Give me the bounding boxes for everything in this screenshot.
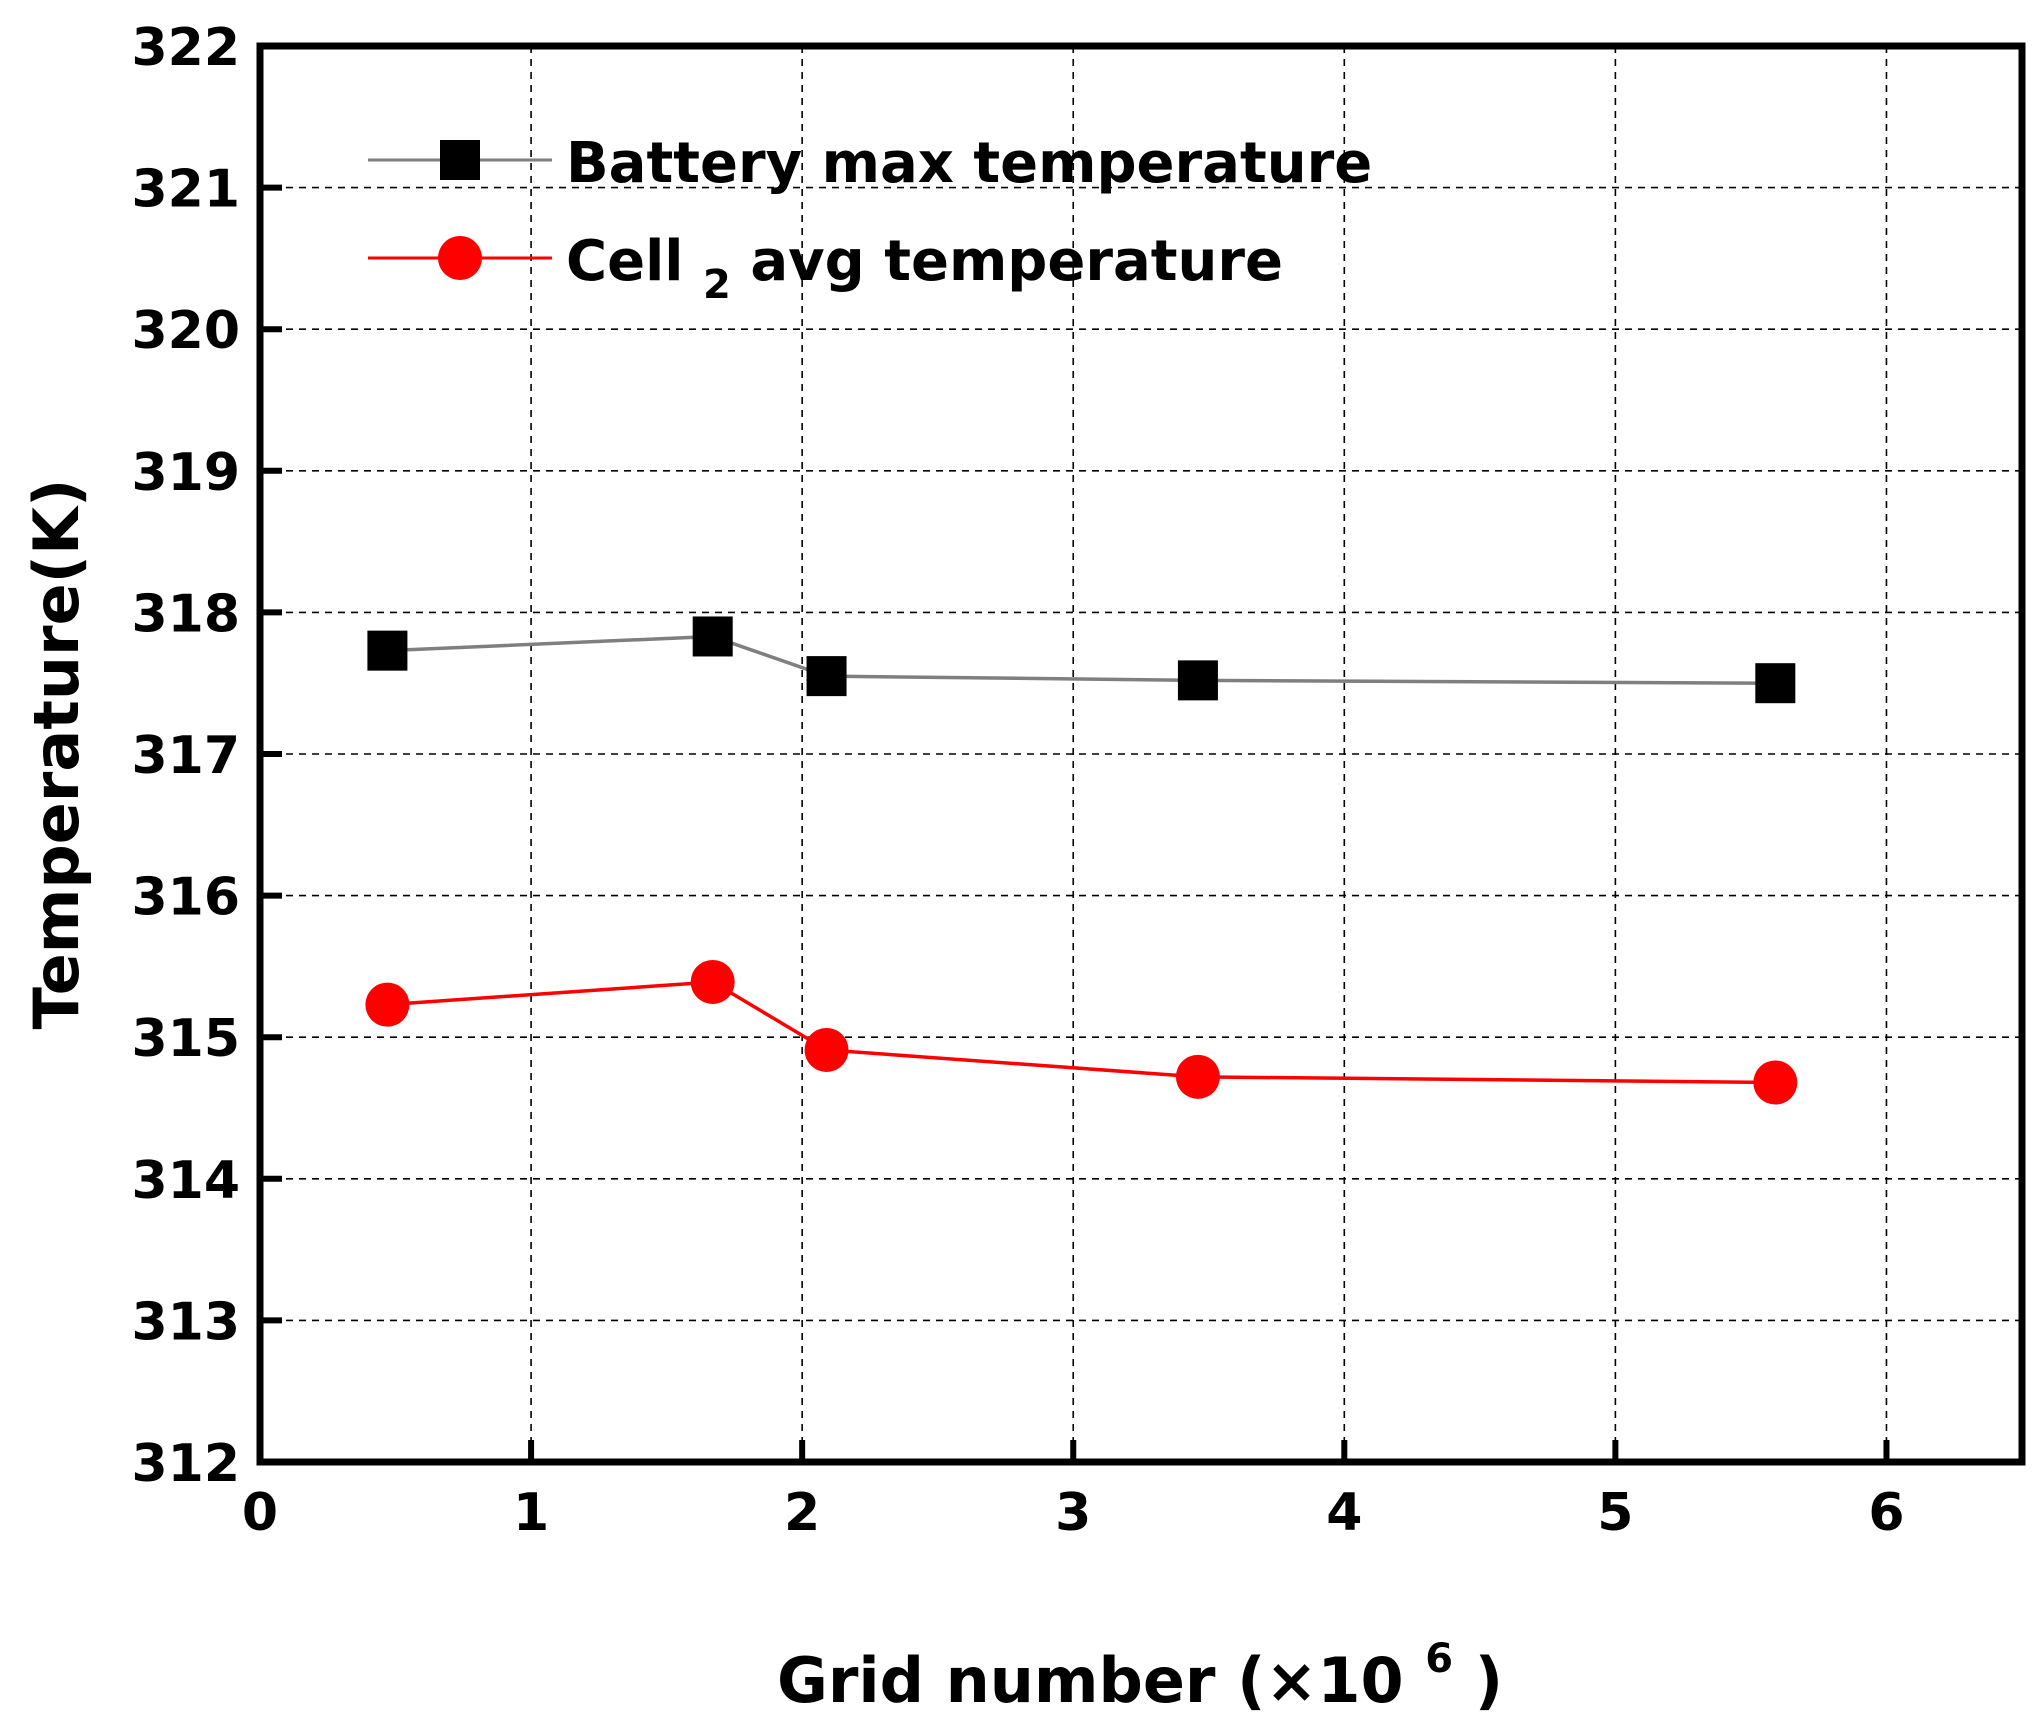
- x-tick-label: 4: [1326, 1483, 1362, 1543]
- y-tick-label: 314: [131, 1151, 240, 1211]
- y-tick-label: 319: [131, 443, 240, 503]
- y-tick-label: 316: [131, 868, 240, 928]
- y-tick-label: 322: [131, 18, 240, 78]
- y-tick-label: 318: [131, 584, 240, 644]
- legend-label-battery-max: Battery max temperature: [566, 131, 1372, 196]
- y-tick-label: 312: [131, 1434, 240, 1494]
- x-axis-label-multiplier: (×10: [1237, 1644, 1404, 1717]
- x-tick-label: 1: [513, 1483, 549, 1543]
- y-axis-label: Temperature(K): [20, 479, 93, 1030]
- data-point-cell2-avg-4: [1753, 1060, 1798, 1105]
- data-point-battery-max-0: [367, 630, 408, 671]
- data-point-battery-max-4: [1755, 663, 1796, 704]
- x-tick-label: 2: [784, 1483, 820, 1543]
- data-point-battery-max-1: [692, 616, 733, 657]
- legend-label-cell2-main: Cell: [566, 229, 683, 294]
- legend-entry-cell2-avg: Cell 2 avg temperature: [368, 229, 1283, 312]
- y-tick-label: 321: [131, 160, 240, 220]
- series-line-1: [387, 980, 1776, 1085]
- x-axis-label: Grid number (×10 6 ): [777, 1614, 1503, 1717]
- legend-marker-square: [440, 140, 480, 180]
- data-point-battery-max-3: [1177, 660, 1218, 701]
- data-point-cell2-avg-2: [804, 1027, 849, 1072]
- legend: Battery max temperature Cell 2 avg tempe…: [368, 131, 1372, 312]
- x-tick-label: 3: [1055, 1483, 1091, 1543]
- data-point-battery-max-2: [806, 656, 847, 697]
- legend-label-cell2-avg: Cell 2 avg temperature: [566, 229, 1283, 312]
- y-tick-label: 320: [131, 301, 240, 361]
- grid-lines: [260, 46, 2022, 1462]
- x-tick-label: 6: [1868, 1483, 1904, 1543]
- x-axis-label-close: ): [1475, 1644, 1503, 1717]
- legend-label-cell2-rest: avg temperature: [750, 229, 1283, 294]
- series-line-0: [387, 634, 1776, 685]
- legend-entry-battery-max: Battery max temperature: [368, 131, 1372, 196]
- series-layer: [365, 616, 1798, 1105]
- x-tick-label: 0: [242, 1483, 278, 1543]
- x-axis-label-exponent: 6: [1425, 1636, 1453, 1682]
- data-point-cell2-avg-0: [365, 982, 410, 1027]
- legend-marker-circle: [438, 236, 482, 280]
- legend-label-cell2-sub: 2: [703, 262, 731, 308]
- y-tick-label: 317: [131, 726, 240, 786]
- data-point-cell2-avg-3: [1175, 1054, 1220, 1099]
- x-tick-label: 5: [1597, 1483, 1633, 1543]
- y-tick-label: 315: [131, 1009, 240, 1069]
- y-tick-label: 313: [131, 1292, 240, 1352]
- x-axis-label-main: Grid number: [777, 1644, 1216, 1717]
- axis-ticks: 0 1 2 3 4 5 6 312 313 314 315 316 317 318 319 320 321 322: [131, 18, 1904, 1543]
- data-point-cell2-avg-1: [690, 959, 735, 1004]
